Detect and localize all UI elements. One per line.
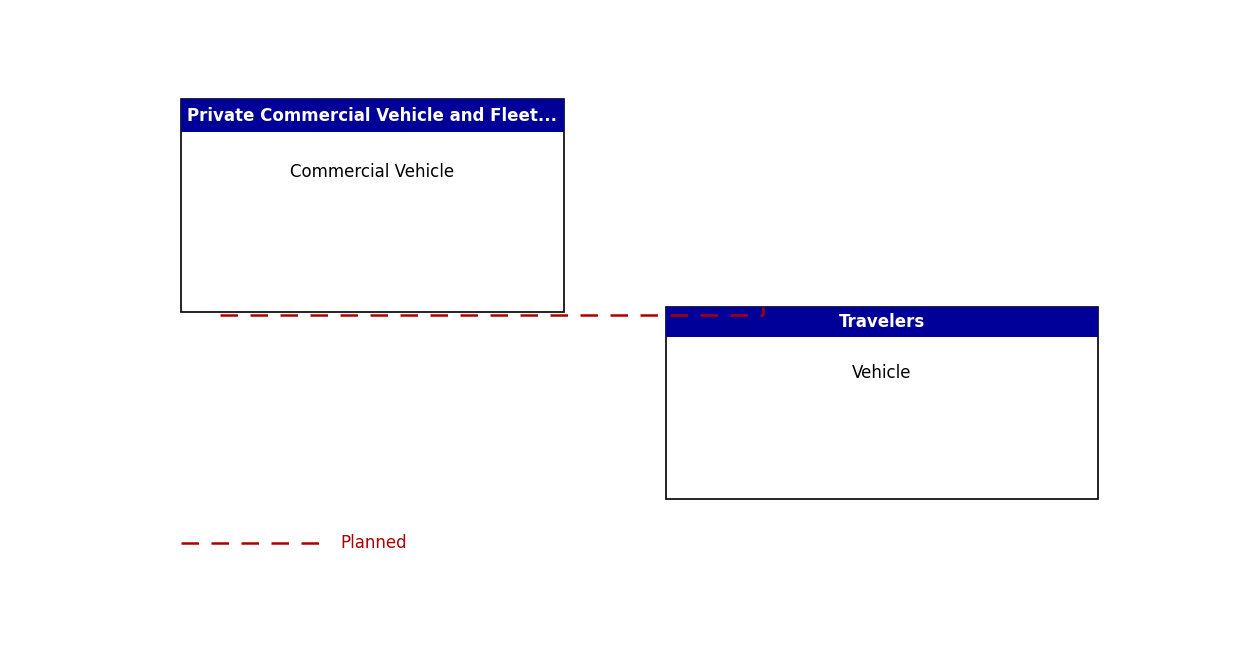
Text: Planned: Planned [341,534,407,551]
Bar [666,307,1098,337]
Text: Commercial Vehicle: Commercial Vehicle [290,163,454,181]
Bar [180,99,563,312]
Text: Travelers: Travelers [839,313,925,331]
Text: Vehicle: Vehicle [853,364,911,382]
Text: Private Commercial Vehicle and Fleet...: Private Commercial Vehicle and Fleet... [188,107,557,125]
Bar [666,307,1098,499]
Bar [180,99,563,132]
